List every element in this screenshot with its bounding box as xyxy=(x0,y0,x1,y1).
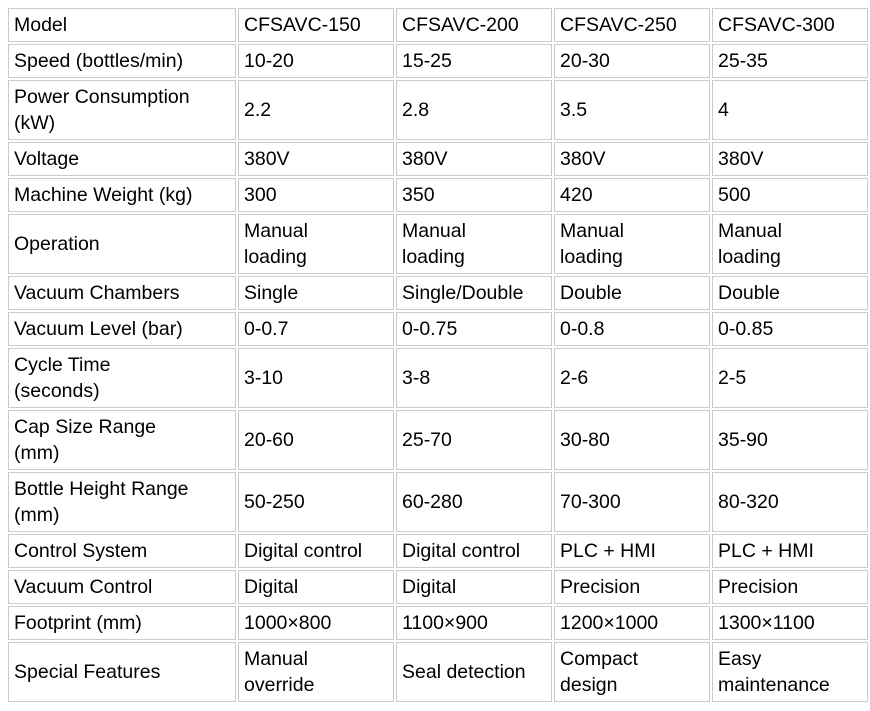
value-cell: Manual loading xyxy=(238,214,394,274)
value-cell: PLC + HMI xyxy=(712,534,868,568)
table-row: Cycle Time (seconds) 3-10 3-8 2-6 2-5 xyxy=(8,348,868,408)
value-cell: 2-5 xyxy=(712,348,868,408)
value-cell: Manual override xyxy=(238,642,394,702)
header-label-cell: Model xyxy=(8,8,236,42)
value-cell: Double xyxy=(554,276,710,310)
value-cell: 2.8 xyxy=(396,80,552,140)
value-cell: Easy maintenance xyxy=(712,642,868,702)
value-cell: Precision xyxy=(712,570,868,604)
value-cell: Digital control xyxy=(396,534,552,568)
table-row: Power Consumption (kW) 2.2 2.8 3.5 4 xyxy=(8,80,868,140)
value-cell: 20-30 xyxy=(554,44,710,78)
table-row: Footprint (mm) 1000×800 1100×900 1200×1000 1… xyxy=(8,606,868,640)
value-cell: 380V xyxy=(712,142,868,176)
header-row: Model CFSAVC-150 CFSAVC-200 CFSAVC-250 CFSAV… xyxy=(8,8,868,42)
row-label-cell: Power Consumption (kW) xyxy=(8,80,236,140)
value-cell: Manual loading xyxy=(396,214,552,274)
table-row: Vacuum Level (bar) 0-0.7 0-0.75 0-0.8 0-0.85 xyxy=(8,312,868,346)
value-cell: Compact design xyxy=(554,642,710,702)
value-cell: 1300×1100 xyxy=(712,606,868,640)
row-label-cell: Bottle Height Range (mm) xyxy=(8,472,236,532)
header-value-cell: CFSAVC-250 xyxy=(554,8,710,42)
value-cell: 0-0.85 xyxy=(712,312,868,346)
table-row: Bottle Height Range (mm) 50-250 60-280 70-3… xyxy=(8,472,868,532)
value-cell: 380V xyxy=(554,142,710,176)
value-cell: Single/Double xyxy=(396,276,552,310)
value-cell: 0-0.75 xyxy=(396,312,552,346)
spec-table: Model CFSAVC-150 CFSAVC-200 CFSAVC-250 CFSAV… xyxy=(6,6,870,704)
value-cell: 1200×1000 xyxy=(554,606,710,640)
row-label-cell: Cycle Time (seconds) xyxy=(8,348,236,408)
row-label-cell: Vacuum Control xyxy=(8,570,236,604)
table-row: Speed (bottles/min) 10-20 15-25 20-30 25-35 xyxy=(8,44,868,78)
value-cell: 380V xyxy=(396,142,552,176)
table-row: Special Features Manual override Seal dete… xyxy=(8,642,868,702)
value-cell: 300 xyxy=(238,178,394,212)
value-cell: 60-280 xyxy=(396,472,552,532)
row-label-cell: Footprint (mm) xyxy=(8,606,236,640)
row-label-cell: Control System xyxy=(8,534,236,568)
value-cell: Seal detection xyxy=(396,642,552,702)
value-cell: Double xyxy=(712,276,868,310)
value-cell: 0-0.7 xyxy=(238,312,394,346)
row-label-cell: Special Features xyxy=(8,642,236,702)
value-cell: 380V xyxy=(238,142,394,176)
value-cell: 1100×900 xyxy=(396,606,552,640)
value-cell: 35-90 xyxy=(712,410,868,470)
row-label-cell: Operation xyxy=(8,214,236,274)
table-row: Control System Digital control Digital con… xyxy=(8,534,868,568)
value-cell: 70-300 xyxy=(554,472,710,532)
value-cell: 25-35 xyxy=(712,44,868,78)
value-cell: 50-250 xyxy=(238,472,394,532)
row-label-cell: Vacuum Level (bar) xyxy=(8,312,236,346)
table-row: Vacuum Control Digital Digital Precision Pre… xyxy=(8,570,868,604)
table-row: Cap Size Range (mm) 20-60 25-70 30-80 35-90 xyxy=(8,410,868,470)
value-cell: 10-20 xyxy=(238,44,394,78)
value-cell: PLC + HMI xyxy=(554,534,710,568)
header-value-cell: CFSAVC-300 xyxy=(712,8,868,42)
spec-table-body: Model CFSAVC-150 CFSAVC-200 CFSAVC-250 CFSAV… xyxy=(8,8,868,702)
value-cell: 3-8 xyxy=(396,348,552,408)
table-row: Operation Manual loading Manual loading Man… xyxy=(8,214,868,274)
value-cell: Single xyxy=(238,276,394,310)
value-cell: 20-60 xyxy=(238,410,394,470)
row-label-cell: Speed (bottles/min) xyxy=(8,44,236,78)
value-cell: Manual loading xyxy=(712,214,868,274)
value-cell: 0-0.8 xyxy=(554,312,710,346)
value-cell: 420 xyxy=(554,178,710,212)
value-cell: 80-320 xyxy=(712,472,868,532)
row-label-cell: Voltage xyxy=(8,142,236,176)
value-cell: 1000×800 xyxy=(238,606,394,640)
value-cell: 15-25 xyxy=(396,44,552,78)
value-cell: 3.5 xyxy=(554,80,710,140)
value-cell: 350 xyxy=(396,178,552,212)
value-cell: 2.2 xyxy=(238,80,394,140)
value-cell: 3-10 xyxy=(238,348,394,408)
value-cell: 4 xyxy=(712,80,868,140)
table-row: Machine Weight (kg) 300 350 420 500 xyxy=(8,178,868,212)
value-cell: Precision xyxy=(554,570,710,604)
value-cell: Manual loading xyxy=(554,214,710,274)
row-label-cell: Vacuum Chambers xyxy=(8,276,236,310)
value-cell: 25-70 xyxy=(396,410,552,470)
value-cell: Digital xyxy=(396,570,552,604)
row-label-cell: Machine Weight (kg) xyxy=(8,178,236,212)
table-row: Vacuum Chambers Single Single/Double Double… xyxy=(8,276,868,310)
header-value-cell: CFSAVC-200 xyxy=(396,8,552,42)
value-cell: 30-80 xyxy=(554,410,710,470)
table-row: Voltage 380V 380V 380V 380V xyxy=(8,142,868,176)
header-value-cell: CFSAVC-150 xyxy=(238,8,394,42)
value-cell: 500 xyxy=(712,178,868,212)
row-label-cell: Cap Size Range (mm) xyxy=(8,410,236,470)
value-cell: Digital control xyxy=(238,534,394,568)
value-cell: 2-6 xyxy=(554,348,710,408)
value-cell: Digital xyxy=(238,570,394,604)
